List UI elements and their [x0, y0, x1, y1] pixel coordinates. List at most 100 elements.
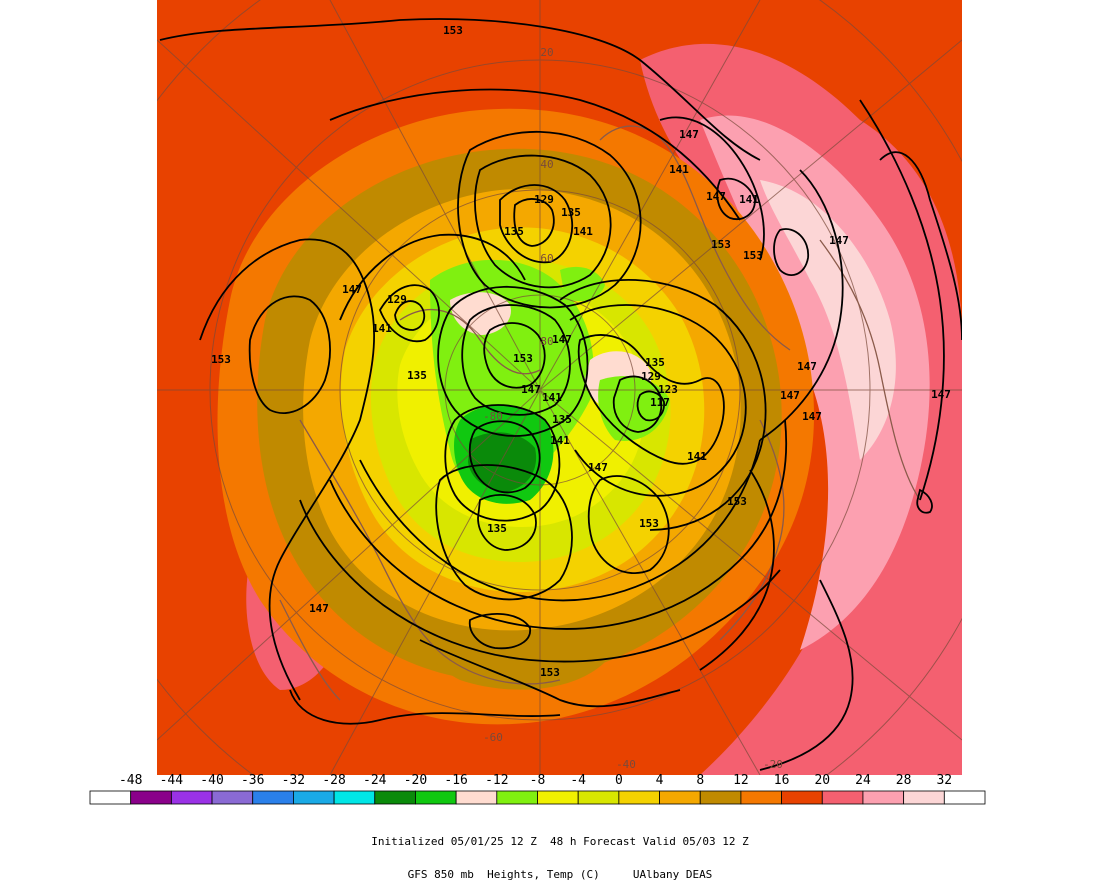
- colorbar-swatch: [537, 790, 579, 805]
- colorbar-tick-label: 20: [814, 773, 830, 788]
- colorbar-tick-label: 24: [855, 773, 871, 788]
- contour-label: 153: [540, 666, 560, 679]
- colorbar-tick-label: 32: [936, 773, 952, 788]
- colorbar-tick-label: -8: [530, 773, 546, 788]
- latitude-label: -20: [763, 758, 783, 771]
- colorbar-tick-label: -48: [119, 773, 142, 788]
- contour-label: 147: [797, 360, 817, 373]
- contour-label: 147: [706, 190, 726, 203]
- contour-label: 141: [550, 434, 570, 447]
- colorbar-swatch: [170, 790, 213, 805]
- colorbar-tick-label: -4: [570, 773, 586, 788]
- graticule: [157, 0, 962, 775]
- colorbar-swatch: [252, 790, 294, 805]
- contour-label: 135: [504, 225, 524, 238]
- colorbar-swatch: [496, 790, 538, 805]
- colorbar-tick-label: -12: [485, 773, 508, 788]
- caption: Initialized 05/01/25 12 Z 48 h Forecast …: [0, 814, 1120, 891]
- contour-label: 129: [387, 293, 407, 306]
- colorbar-swatch: [618, 790, 660, 805]
- contour-label: 135: [407, 369, 427, 382]
- colorbar-tick-label: 8: [696, 773, 704, 788]
- colorbar-tick-label: -44: [160, 773, 184, 788]
- contour-label: 153: [743, 249, 763, 262]
- colorbar-swatch: [293, 790, 335, 805]
- contour-label: 141: [573, 225, 593, 238]
- colorbar-swatch: [89, 790, 132, 805]
- colorbar-swatch: [130, 790, 172, 805]
- colorbar-swatch: [455, 790, 498, 805]
- contour-label: 123: [658, 383, 678, 396]
- colorbar-tick-label: 28: [896, 773, 912, 788]
- contour-label: 129: [641, 370, 661, 383]
- colorbar-tick-label: -32: [282, 773, 305, 788]
- latitude-labels: 20 40 60 80 -80 -60 -40 -20: [483, 46, 783, 771]
- caption-line-1: Initialized 05/01/25 12 Z 48 h Forecast …: [371, 835, 749, 848]
- latitude-label: -60: [483, 731, 503, 744]
- latitude-label: 80: [540, 335, 553, 348]
- contour-label: 141: [687, 450, 707, 463]
- contour-label: 135: [552, 413, 572, 426]
- colorbar-swatch: [659, 790, 701, 805]
- latitude-label: 60: [540, 252, 553, 265]
- contour-label: 153: [639, 517, 659, 530]
- contour-label: 147: [780, 389, 800, 402]
- contour-label: 147: [931, 388, 951, 401]
- colorbar-swatch: [333, 790, 376, 805]
- contour-label: 147: [521, 383, 541, 396]
- colorbar-tick-label: -20: [404, 773, 427, 788]
- colorbar-tick-label: -16: [444, 773, 467, 788]
- contour-label: 153: [443, 24, 463, 37]
- contour-label: 135: [645, 356, 665, 369]
- colorbar-tick-label: -24: [363, 773, 387, 788]
- contour-label: 147: [829, 234, 849, 247]
- contour-label: 141: [542, 391, 562, 404]
- contour-label: 147: [342, 283, 362, 296]
- colorbar-tick-label: -40: [200, 773, 223, 788]
- colorbar-tick-label: 0: [615, 773, 623, 788]
- contour-label: 117: [650, 396, 670, 409]
- contour-label: 153: [727, 495, 747, 508]
- colorbar-tick-label: 4: [656, 773, 664, 788]
- colorbar-tick-label: 12: [733, 773, 749, 788]
- colorbar-tick-label: 16: [774, 773, 790, 788]
- colorbar-swatch: [740, 790, 782, 805]
- contour-label: 147: [552, 333, 572, 346]
- contour-label: 141: [739, 193, 759, 206]
- temperature-field: [157, 0, 962, 775]
- contour-label: 135: [487, 522, 507, 535]
- latitude-label: -80: [483, 410, 503, 423]
- contour-label: 147: [309, 602, 329, 615]
- colorbar-swatch: [781, 790, 823, 805]
- caption-line-2: GFS 850 mb Heights, Temp (C) UAlbany DEA…: [407, 868, 713, 881]
- contour-label: 147: [588, 461, 608, 474]
- contour-label: 147: [802, 410, 822, 423]
- colorbar-tick-label: -28: [322, 773, 345, 788]
- colorbar-swatch: [699, 790, 742, 805]
- colorbar-swatch: [211, 790, 254, 805]
- latitude-label: -40: [616, 758, 636, 771]
- contour-label: 147: [679, 128, 699, 141]
- colorbar-swatch: [903, 790, 945, 805]
- contour-label: 153: [711, 238, 731, 251]
- colorbar-swatch: [577, 790, 620, 805]
- colorbar: -48 -44 -40 -36 -32 -28 -24 -20 -16 -12 -8 -4 0 4 8 12 1…: [89, 773, 986, 805]
- height-contours: [159, 18, 962, 771]
- colorbar-swatch: [821, 790, 864, 805]
- latitude-label: 40: [540, 158, 553, 171]
- latitude-label: 20: [540, 46, 553, 59]
- coastlines: [279, 125, 921, 701]
- colorbar-swatch: [374, 790, 416, 805]
- contour-label: 153: [211, 353, 231, 366]
- colorbar-swatch: [943, 790, 986, 805]
- contour-label: 153: [513, 352, 533, 365]
- colorbar-swatch: [862, 790, 905, 805]
- colorbar-swatch: [415, 790, 457, 805]
- contour-label: 129: [534, 193, 554, 206]
- contour-label: 141: [669, 163, 689, 176]
- contour-label: 141: [372, 322, 392, 335]
- colorbar-tick-label: -36: [241, 773, 264, 788]
- contour-label: 135: [561, 206, 581, 219]
